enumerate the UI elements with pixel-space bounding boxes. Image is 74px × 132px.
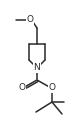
Text: O: O	[18, 84, 26, 93]
Text: O: O	[26, 15, 34, 25]
Text: O: O	[48, 84, 56, 93]
Text: N: N	[34, 63, 40, 72]
